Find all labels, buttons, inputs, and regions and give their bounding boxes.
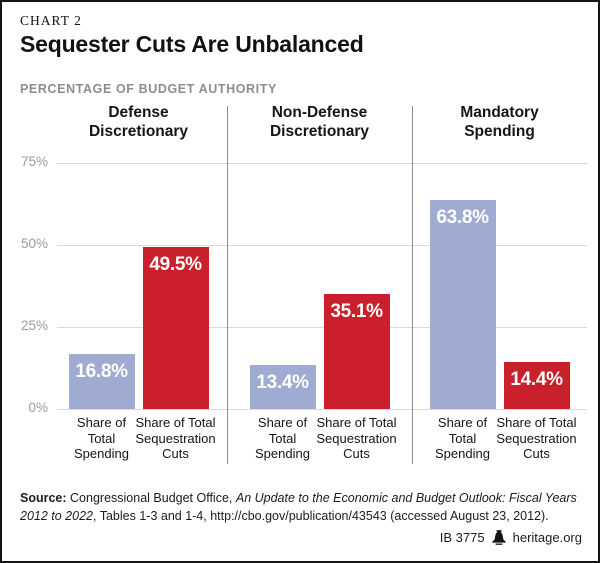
bar-defense-discretionary-share-of-total-spending: 16.8% bbox=[68, 353, 135, 409]
liberty-bell-icon bbox=[491, 530, 506, 545]
bar-category-label-share-of-total-sequestration-cuts: Share of Total Sequestration Cuts bbox=[135, 415, 216, 462]
source-label: Source: bbox=[20, 491, 67, 505]
y-axis-tick-label-50: 50% bbox=[20, 236, 48, 251]
doc-id: IB 3775 bbox=[439, 530, 485, 545]
source-note: Source: Congressional Budget Office, An … bbox=[20, 489, 584, 525]
gridline-0 bbox=[57, 409, 587, 410]
y-axis-tick-label-75: 75% bbox=[20, 154, 48, 169]
group-header-mandatory-spending: Mandatory Spending bbox=[460, 104, 539, 140]
bar-category-label-share-of-total-spending: Share of Total Spending bbox=[255, 415, 310, 462]
gridline-25 bbox=[57, 327, 587, 328]
bar-non-defense-discretionary-share-of-total-sequestration-cuts: 35.1% bbox=[323, 293, 390, 409]
gridline-75 bbox=[57, 163, 587, 164]
bar-category-label-share-of-total-sequestration-cuts: Share of Total Sequestration Cuts bbox=[496, 415, 577, 462]
bar-category-label-share-of-total-spending: Share of Total Spending bbox=[74, 415, 129, 462]
bar-value-label: 16.8% bbox=[75, 360, 128, 382]
bar-category-label-share-of-total-spending: Share of Total Spending bbox=[435, 415, 490, 462]
bar-value-label: 14.4% bbox=[510, 368, 563, 390]
group-header-defense-discretionary: Defense Discretionary bbox=[88, 104, 189, 140]
chart-subtitle: PERCENTAGE OF BUDGET AUTHORITY bbox=[20, 82, 277, 96]
source-text-italic: An Update to the Economic and Budget Out… bbox=[20, 491, 577, 524]
bar-mandatory-spending-share-of-total-sequestration-cuts: 14.4% bbox=[503, 361, 570, 409]
bar-non-defense-discretionary-share-of-total-spending: 13.4% bbox=[249, 365, 316, 409]
bar-category-label-share-of-total-sequestration-cuts: Share of Total Sequestration Cuts bbox=[316, 415, 397, 462]
bar-defense-discretionary-share-of-total-sequestration-cuts: 49.5% bbox=[142, 246, 209, 409]
bar-value-label: 35.1% bbox=[330, 300, 383, 322]
site-name: heritage.org bbox=[512, 530, 582, 545]
y-axis-tick-label-0: 0% bbox=[28, 400, 48, 415]
source-text-post: , Tables 1-3 and 1-4, http://cbo.gov/pub… bbox=[93, 509, 549, 524]
footer-brand: IB 3775 heritage.org bbox=[440, 530, 582, 545]
group-divider-2 bbox=[412, 106, 413, 464]
bar-value-label: 13.4% bbox=[256, 372, 309, 394]
bar-value-label: 49.5% bbox=[149, 253, 202, 275]
source-text-pre: Congressional Budget Office, bbox=[66, 491, 236, 505]
bar-chart-canvas: 0% 25% 50% 75% Defense Discretionary 16.8% Sha… bbox=[2, 102, 598, 464]
chart-kicker: CHART 2 bbox=[20, 13, 82, 28]
bar-value-label: 63.8% bbox=[436, 206, 489, 228]
bar-mandatory-spending-share-of-total-spending: 63.8% bbox=[429, 199, 496, 409]
group-header-non-defense-discretionary: Non-Defense Discretionary bbox=[269, 104, 370, 140]
gridline-50 bbox=[57, 245, 587, 246]
y-axis-tick-label-25: 25% bbox=[20, 318, 48, 333]
page-title: Sequester Cuts Are Unbalanced bbox=[20, 31, 364, 57]
group-divider-1 bbox=[227, 106, 228, 464]
